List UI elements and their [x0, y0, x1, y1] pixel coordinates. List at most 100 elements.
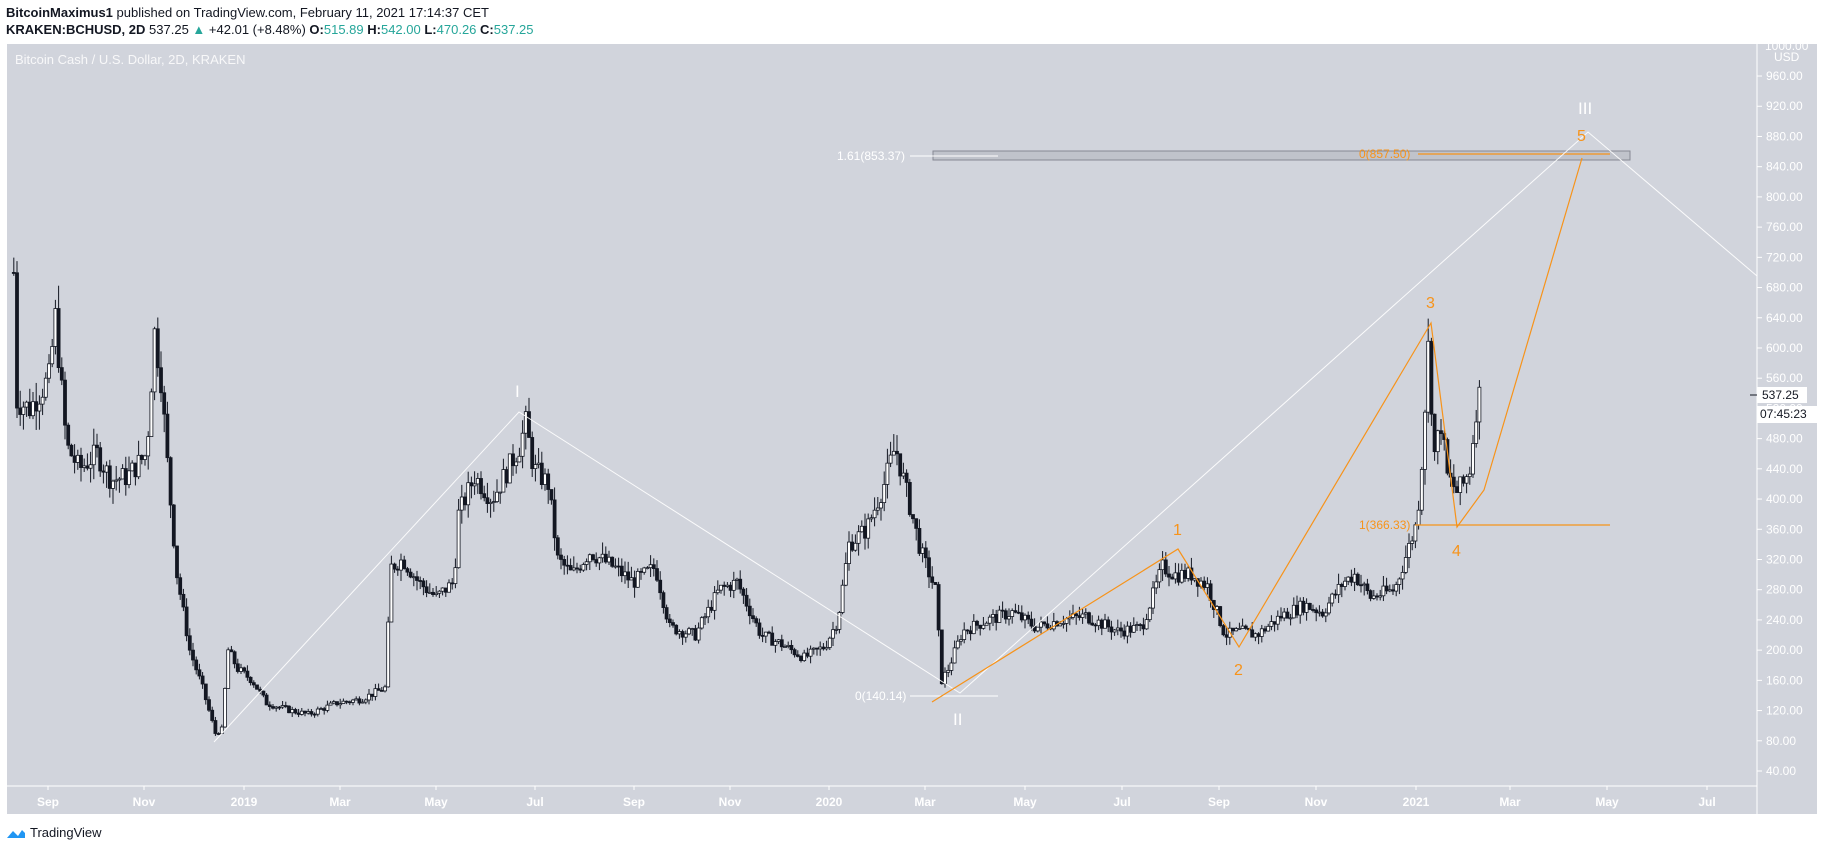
- candle-body: [239, 667, 243, 672]
- fib-extension-box[interactable]: [932, 150, 1631, 161]
- candle-body: [280, 705, 285, 708]
- candle-body: [1125, 625, 1130, 637]
- candle-body: [1077, 615, 1082, 618]
- candle-body: [616, 565, 621, 568]
- candle-body: [728, 584, 733, 591]
- candle-body: [1176, 572, 1181, 583]
- candle-body: [1074, 613, 1079, 617]
- candle-body: [885, 462, 890, 485]
- candle-body: [1387, 589, 1392, 592]
- major-wave-path[interactable]: [213, 131, 1758, 743]
- candle-body: [261, 690, 266, 696]
- candle-body: [43, 377, 48, 398]
- candle-body: [1275, 615, 1280, 625]
- price-tick-label: 560.00: [1766, 371, 1803, 385]
- candle-body: [338, 703, 343, 706]
- candle-body: [712, 592, 717, 611]
- candle-body: [434, 592, 439, 595]
- candle-body: [335, 701, 339, 706]
- candle-body: [168, 457, 173, 506]
- candle-body: [277, 706, 282, 709]
- candle-body: [1167, 573, 1171, 578]
- open-value: 515.89: [323, 22, 364, 37]
- price-axis[interactable]: 960.00 920.00 880.00 840.00 800.00 760.00 720.…: [1757, 69, 1803, 778]
- candle-body: [181, 593, 186, 608]
- candle-body: [1205, 583, 1210, 588]
- candle-body: [1317, 611, 1322, 614]
- candle-body: [955, 640, 960, 649]
- candle-body: [594, 559, 599, 564]
- candle-body: [1291, 604, 1296, 619]
- candle-body: [1119, 627, 1123, 632]
- candle-body: [850, 541, 855, 551]
- candle-body: [1138, 624, 1143, 626]
- candle-body: [66, 424, 71, 446]
- candle-body: [680, 631, 685, 638]
- author-name[interactable]: BitcoinMaximus1: [6, 5, 113, 20]
- candle-body: [1035, 626, 1040, 632]
- publish-info: BitcoinMaximus1 published on TradingView…: [6, 5, 489, 20]
- candle-body: [514, 461, 519, 467]
- candle-body: [543, 473, 547, 485]
- candle-body: [859, 525, 864, 533]
- candle-body: [645, 567, 650, 570]
- candle-body: [943, 671, 947, 685]
- time-tick-label: Sep: [1208, 795, 1230, 809]
- candle-body: [325, 704, 330, 711]
- candle-body: [1263, 628, 1267, 632]
- candle-body: [1083, 612, 1088, 615]
- candle-body: [895, 450, 899, 455]
- candle-body: [424, 586, 429, 594]
- candle-body: [31, 401, 35, 417]
- chart-pane[interactable]: [7, 44, 1817, 814]
- candle-body: [427, 591, 432, 594]
- candle-body: [1019, 612, 1024, 621]
- candle-body: [555, 537, 560, 556]
- time-tick-label: 2020: [816, 795, 843, 809]
- candle-body: [232, 651, 237, 665]
- candle-body: [306, 711, 311, 714]
- candle-body: [319, 708, 323, 711]
- candle-body: [1327, 602, 1331, 614]
- open-label: O:: [309, 22, 324, 37]
- candle-body: [815, 647, 819, 650]
- candle-body: [408, 571, 413, 578]
- candle-body: [1269, 621, 1274, 627]
- candle-body: [1186, 567, 1191, 579]
- candle-body: [754, 618, 759, 624]
- candle-body: [363, 699, 368, 703]
- bar-countdown-label: 07:45:23: [1757, 406, 1817, 423]
- time-axis[interactable]: Sep Nov 2019 Mar May Jul Sep Nov 2020 Mar May Jul Se…: [37, 786, 1716, 809]
- candle-body: [635, 570, 640, 588]
- price-tick-label: 240.00: [1766, 613, 1803, 627]
- candle-body: [1096, 619, 1101, 627]
- tradingview-logo[interactable]: TradingView: [6, 825, 102, 840]
- candle-body: [648, 564, 653, 569]
- candle-body: [95, 444, 99, 449]
- candle-body: [1461, 476, 1466, 484]
- candle-body: [85, 465, 90, 469]
- price-tick-label: 40.00: [1766, 764, 1796, 778]
- candle-body: [309, 711, 314, 715]
- candle-body: [888, 454, 893, 464]
- candle-body: [933, 582, 938, 585]
- candle-body: [405, 568, 410, 573]
- candle-body: [767, 631, 771, 634]
- candle-body: [597, 557, 602, 564]
- time-tick-label: Nov: [719, 795, 742, 809]
- candle-body: [1170, 576, 1175, 580]
- candle-body: [1147, 607, 1152, 621]
- candle-body: [632, 577, 637, 588]
- candle-body: [821, 646, 826, 650]
- candle-body: [802, 652, 807, 662]
- candle-body: [539, 462, 544, 485]
- price-tick-label: 800.00: [1766, 190, 1803, 204]
- candle-body: [1410, 540, 1415, 544]
- candle-body: [603, 553, 608, 563]
- candle-body: [114, 479, 119, 482]
- minor-wave-path[interactable]: [931, 157, 1583, 703]
- candle-body: [389, 563, 394, 623]
- candle-body: [11, 272, 16, 274]
- candle-body: [1099, 619, 1104, 629]
